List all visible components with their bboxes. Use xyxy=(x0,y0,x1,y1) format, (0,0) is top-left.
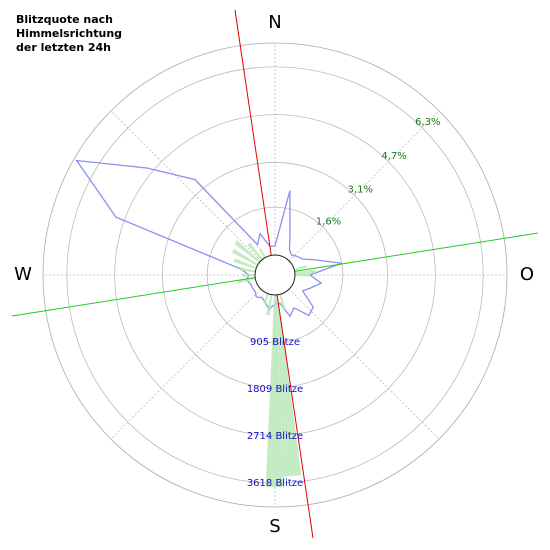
title-line: Blitzquote nach xyxy=(16,13,113,26)
r2-tick-label: 2714 Blitze xyxy=(247,431,303,442)
count-wedge xyxy=(294,273,311,277)
count-wedge xyxy=(265,294,285,488)
title-line: Himmelsrichtung xyxy=(16,27,122,40)
direction-label: W xyxy=(14,264,32,285)
count-wedge xyxy=(294,269,316,275)
title-line: der letzten 24h xyxy=(16,41,111,54)
chart-title: Blitzquote nach Himmelsrichtung der letz… xyxy=(16,13,126,54)
count-wedge xyxy=(266,294,273,316)
direction-label: S xyxy=(269,516,280,537)
count-wedge xyxy=(242,273,256,277)
spoke xyxy=(110,288,262,440)
outer-ring xyxy=(42,42,508,508)
count-wedge xyxy=(237,277,256,284)
count-wedge xyxy=(275,294,302,477)
count-wedge xyxy=(239,267,256,273)
count-wedge xyxy=(263,293,269,304)
direction-label: O xyxy=(520,264,534,285)
r2-tick-label: 1809 Blitze xyxy=(247,384,303,395)
center-hole xyxy=(254,254,296,296)
r2-tick-label: 3618 Blitze xyxy=(247,478,303,489)
count-wedge xyxy=(258,248,266,259)
r-tick-label: 1,6% xyxy=(316,216,341,227)
spoke xyxy=(288,110,440,262)
count-wedge xyxy=(294,265,308,271)
spoke xyxy=(110,110,262,262)
count-wedge xyxy=(234,240,261,263)
r2-tick-label: 905 Blitze xyxy=(250,337,300,348)
direction-label: N xyxy=(268,12,281,33)
count-wedge xyxy=(279,294,286,310)
r-tick-label: 4,7% xyxy=(381,151,406,162)
count-wedge xyxy=(231,248,259,266)
r-tick-label: 6,3% xyxy=(415,117,440,128)
r-tick-label: 3,1% xyxy=(348,185,373,196)
spoke xyxy=(288,288,440,440)
count-wedge xyxy=(247,242,263,261)
count-wedge xyxy=(233,258,257,269)
